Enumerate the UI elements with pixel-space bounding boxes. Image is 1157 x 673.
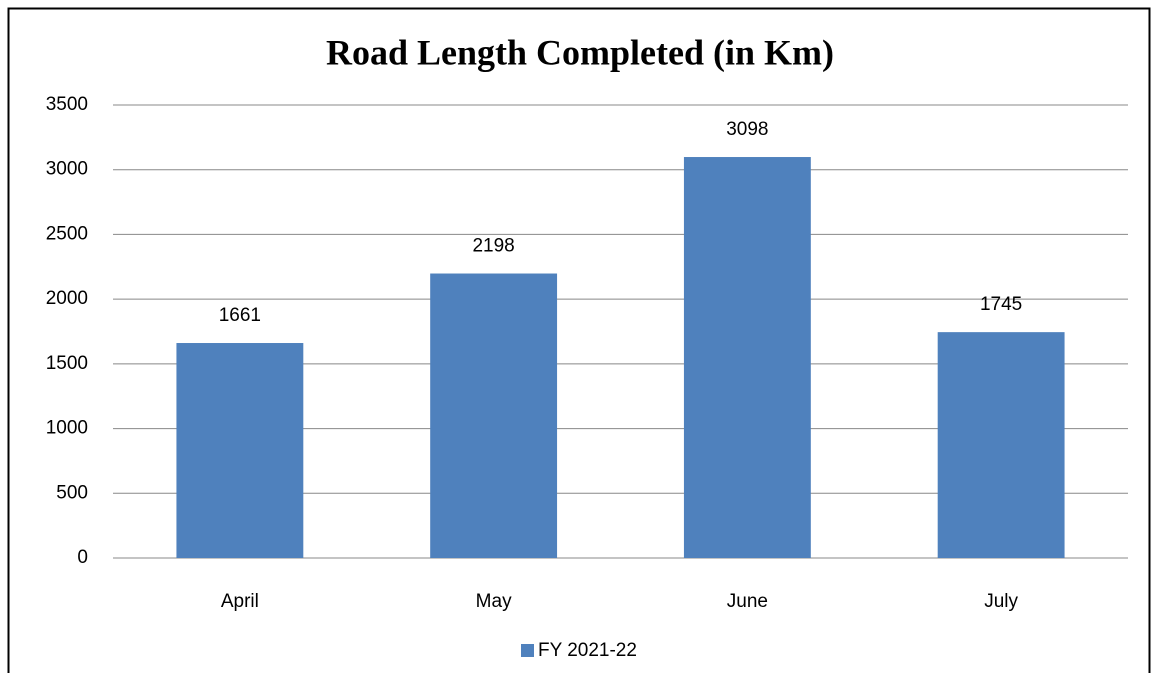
x-tick-label: May: [476, 591, 512, 612]
x-tick-label: April: [221, 591, 259, 612]
legend-swatch: [521, 644, 534, 657]
y-tick-label: 1500: [46, 353, 88, 374]
y-tick-label: 500: [56, 482, 88, 503]
bar: [683, 157, 811, 559]
x-tick-label: June: [727, 591, 768, 612]
x-tick-label: July: [984, 591, 1018, 612]
y-tick-label: 2500: [46, 223, 88, 244]
chart-title: Road Length Completed (in Km): [326, 32, 834, 72]
y-tick-label: 3500: [46, 94, 88, 115]
y-tick-label: 3000: [46, 159, 88, 180]
bar: [937, 332, 1065, 558]
bar: [430, 273, 558, 558]
bar: [176, 343, 304, 558]
y-tick-label: 2000: [46, 288, 88, 309]
y-tick-label: 0: [77, 547, 88, 568]
legend-label: FY 2021-22: [538, 640, 637, 661]
data-label: 2198: [472, 236, 514, 257]
data-label: 1661: [219, 305, 261, 326]
data-label: 3098: [726, 119, 768, 140]
data-label: 1745: [980, 294, 1022, 315]
y-tick-label: 1000: [46, 418, 88, 439]
